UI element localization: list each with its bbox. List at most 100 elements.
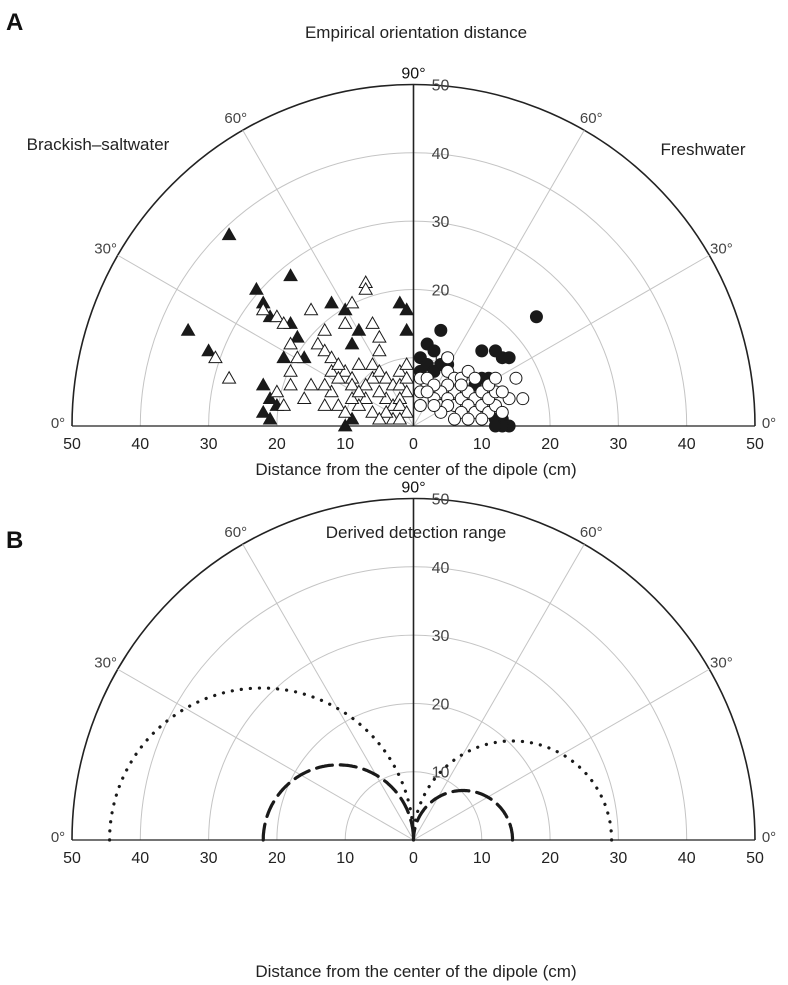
filled-triangle-point — [290, 329, 305, 343]
filled-triangle-point — [324, 295, 339, 309]
open-triangle-point — [290, 350, 305, 364]
radial-tick-label: 50 — [432, 78, 450, 95]
filled-triangle-point — [399, 302, 415, 316]
filled-triangle-point — [262, 411, 278, 425]
open-triangle-point — [392, 363, 408, 377]
open-circle-point — [454, 378, 468, 392]
x-tick-label: 10 — [473, 850, 491, 867]
radial-tick-label: 20 — [432, 282, 450, 299]
open-triangle-point — [365, 316, 380, 329]
open-triangle-point — [276, 398, 292, 411]
open-triangle-point — [399, 370, 415, 384]
open-circle-point — [441, 351, 455, 365]
region-label-brackish: Brackish–saltwater — [27, 135, 170, 154]
filled-triangle-point — [221, 227, 237, 241]
filled-circle-point — [427, 344, 441, 358]
angle-label: 30° — [710, 654, 733, 671]
open-triangle-point — [276, 316, 292, 329]
filled-triangle-point — [344, 336, 360, 350]
open-triangle-point — [303, 377, 319, 391]
open-circle-point — [461, 412, 475, 426]
open-triangle-point — [269, 309, 285, 323]
open-triangle-point — [358, 281, 374, 295]
x-tick-label: 40 — [678, 850, 696, 867]
panel-a-letter: A — [6, 9, 23, 36]
x-tick-label: 40 — [131, 436, 149, 453]
open-triangle-point — [324, 363, 339, 377]
x-tick-label: 50 — [63, 850, 81, 867]
open-circle-point — [495, 405, 509, 419]
filled-triangle-point — [180, 322, 196, 336]
open-triangle-point — [337, 316, 353, 329]
x-tick-label: 50 — [746, 436, 764, 453]
open-triangle-point — [324, 384, 339, 398]
filled-circle-point — [488, 344, 502, 358]
x-tick-label: 10 — [336, 436, 354, 453]
angle-label: 60° — [224, 524, 247, 541]
angle-spoke — [117, 668, 414, 841]
panel-a-title: Empirical orientation distance — [305, 23, 527, 42]
angle-label: 0° — [762, 415, 776, 432]
radial-tick-label: 40 — [432, 146, 450, 163]
open-triangle-point — [303, 302, 319, 316]
open-circle-point — [427, 399, 441, 413]
open-triangle-point — [371, 343, 387, 357]
open-triangle-point — [371, 363, 387, 377]
panel-b-letter: B — [6, 527, 23, 554]
filled-triangle-point — [399, 322, 415, 336]
open-triangle-point — [392, 398, 408, 411]
angle-label-90: 90° — [401, 480, 425, 497]
open-triangle-point — [399, 357, 415, 370]
x-tick-label: 50 — [63, 436, 81, 453]
filled-circle-point — [529, 310, 543, 324]
open-triangle-point — [378, 404, 394, 418]
angle-label: 60° — [580, 524, 603, 541]
angle-spoke — [413, 668, 710, 841]
panel-b-xlabel: Distance from the center of the dipole (… — [255, 962, 576, 981]
open-triangle-point — [331, 357, 346, 370]
open-triangle-point — [371, 329, 387, 343]
x-tick-label: 10 — [473, 436, 491, 453]
angle-label: 30° — [94, 240, 117, 257]
open-circle-point — [509, 371, 523, 385]
open-triangle-point — [310, 336, 326, 350]
open-triangle-point — [283, 336, 298, 350]
open-triangle-point — [337, 363, 353, 377]
open-triangle-point — [399, 384, 415, 398]
angle-label-90: 90° — [401, 66, 425, 83]
open-triangle-point — [365, 357, 380, 370]
x-tick-label: 0 — [409, 850, 418, 867]
open-circle-point — [420, 385, 434, 399]
open-triangle-point — [283, 363, 298, 377]
open-circle-point — [516, 392, 530, 406]
x-tick-label: 50 — [746, 850, 764, 867]
region-label-freshwater: Freshwater — [660, 140, 745, 159]
filled-triangle-point — [249, 281, 264, 295]
angle-spoke — [413, 544, 585, 841]
open-triangle-point — [344, 377, 360, 391]
open-triangle-point — [371, 384, 387, 398]
x-tick-label: 40 — [678, 436, 696, 453]
x-tick-label: 30 — [200, 850, 218, 867]
x-tick-label: 20 — [541, 436, 559, 453]
open-triangle-point — [324, 350, 339, 364]
polar-grid — [71, 83, 756, 427]
x-tick-label: 20 — [268, 436, 286, 453]
filled-circle-point — [434, 323, 448, 337]
open-triangle-point — [255, 302, 271, 316]
angle-label: 30° — [710, 240, 733, 257]
filled-triangle-point — [392, 295, 408, 309]
open-triangle-point — [351, 384, 367, 398]
dotted-detection-curve — [411, 739, 614, 842]
radial-tick-label: 40 — [432, 560, 450, 577]
open-triangle-point — [221, 370, 237, 384]
angle-label: 60° — [224, 110, 247, 127]
open-circle-point — [413, 399, 427, 413]
filled-circle-point — [488, 419, 502, 433]
open-circle-point — [447, 412, 461, 426]
open-triangle-point — [296, 391, 312, 405]
filled-triangle-point — [283, 268, 298, 282]
x-tick-label: 0 — [409, 436, 418, 453]
dashed-detection-curve — [261, 763, 416, 842]
